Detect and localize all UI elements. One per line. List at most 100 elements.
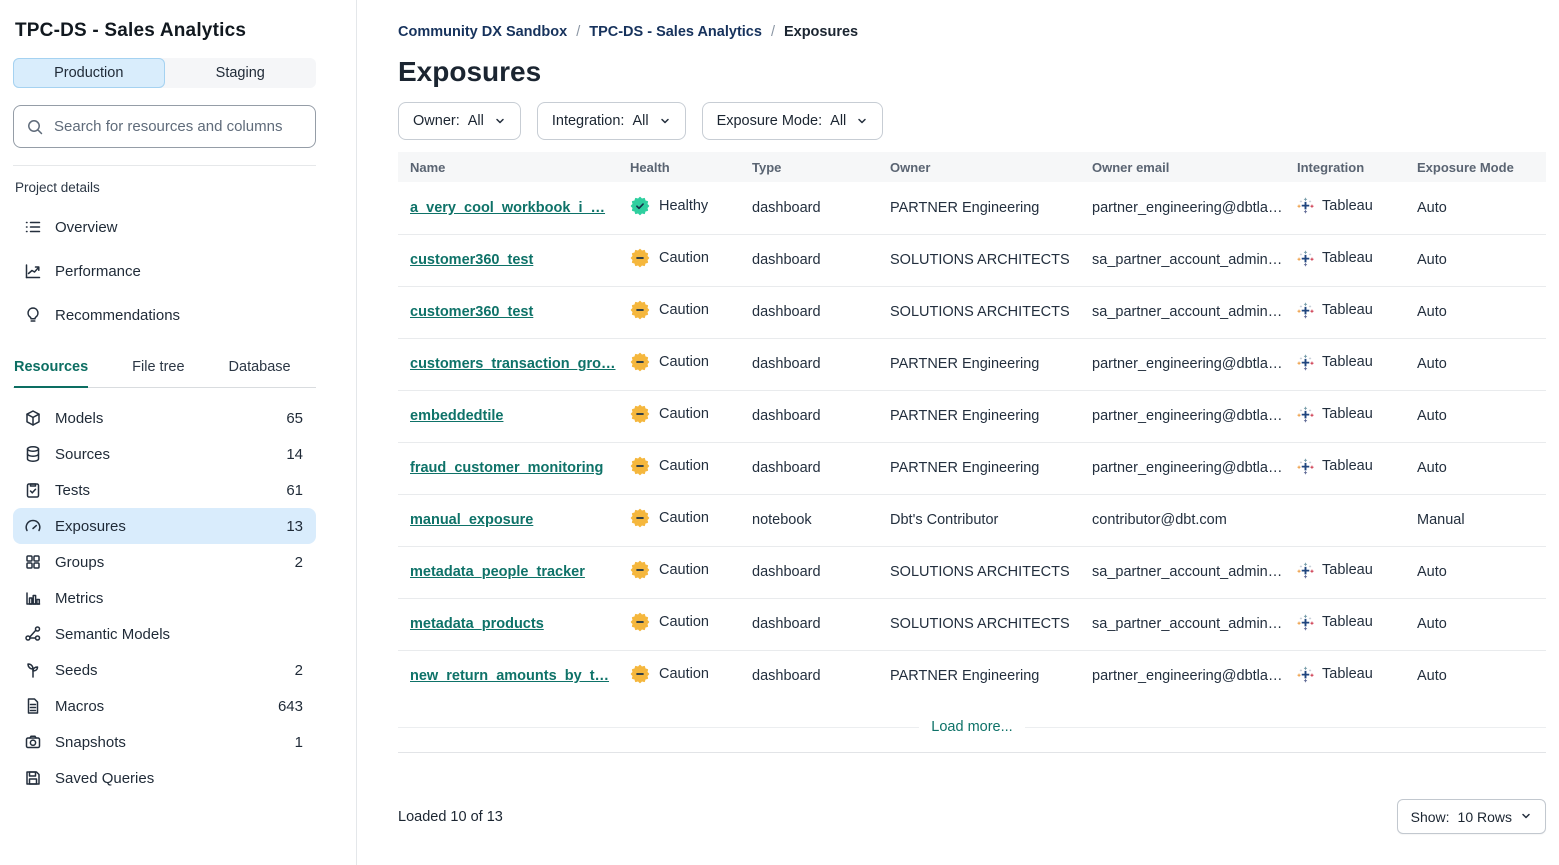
models-icon <box>24 409 42 427</box>
exposure-mode-cell: Auto <box>1405 597 1546 650</box>
exposure-name-link[interactable]: new_return_amounts_by_t… <box>410 668 610 685</box>
sidebar-item-snapshots[interactable]: Snapshots 1 <box>13 724 316 760</box>
owner-cell: PARTNER Engineering <box>890 199 1040 216</box>
exposure-name-link[interactable]: metadata_products <box>410 616 544 632</box>
column-header-owner: Owner <box>878 152 1080 182</box>
sidebar-item-label: Metrics <box>55 589 104 607</box>
sidebar-item-label: Sources <box>55 445 111 463</box>
breadcrumb-separator: / <box>576 24 581 40</box>
sidebar-item-label: Macros <box>55 697 105 715</box>
integration-label: Tableau <box>1322 458 1373 474</box>
load-more-link[interactable]: Load more... <box>931 719 1013 735</box>
owner-cell: SOLUTIONS ARCHITECTS <box>878 545 1080 598</box>
sidebar-item-models[interactable]: Models 65 <box>13 400 316 436</box>
page-title: Exposures <box>398 56 542 87</box>
sidebar-item-seeds[interactable]: Seeds 2 <box>13 652 316 688</box>
filter-bar: Owner: All Integration: All Exposure Mod… <box>398 102 1546 140</box>
healthy-icon <box>630 196 650 215</box>
health-label: Caution <box>659 666 709 683</box>
caution-icon <box>630 560 650 580</box>
integration-label: Tableau <box>1322 562 1373 578</box>
owner-filter-dropdown[interactable]: Owner: All <box>398 102 521 140</box>
caution-icon <box>630 612 650 632</box>
sidebar-item-saved-queries[interactable]: Saved Queries <box>13 760 316 796</box>
sidebar-item-label: Snapshots <box>55 733 126 751</box>
tableau-icon <box>1297 562 1314 578</box>
breadcrumb-current: Exposures <box>783 24 859 40</box>
resource-view-tabs: Resources File tree Database <box>13 359 316 388</box>
sidebar-item-exposures[interactable]: Exposures 13 <box>13 508 316 544</box>
show-label: Show: <box>1410 808 1450 825</box>
caution-icon <box>630 508 650 528</box>
exposure-name-link[interactable]: customer360_test <box>410 304 534 320</box>
exposure-name-link[interactable]: metadata_people_tracker <box>410 564 585 580</box>
resource-count: 13 <box>286 517 303 535</box>
tab-staging[interactable]: Staging <box>215 65 265 81</box>
exposure-mode-cell: Auto <box>1405 545 1546 598</box>
sidebar-item-sources[interactable]: Sources 14 <box>13 436 316 472</box>
tab-database[interactable]: Database <box>228 359 291 375</box>
exposure-name-link[interactable]: a_very_cool_workbook_i_… <box>410 199 606 216</box>
search-box[interactable] <box>13 105 316 148</box>
sidebar-item-label: Overview <box>55 218 118 236</box>
column-header-name: Name <box>398 152 618 182</box>
table-row: metadata_products Caution dashboard SOLUTIO… <box>398 597 1546 650</box>
sidebar-item-tests[interactable]: Tests 61 <box>13 472 316 508</box>
exposure-mode-filter-dropdown[interactable]: Exposure Mode: All <box>701 102 884 140</box>
caution-icon <box>630 456 650 476</box>
sidebar-item-metrics[interactable]: Metrics <box>13 580 316 616</box>
breadcrumb-account[interactable]: Community DX Sandbox <box>398 24 568 40</box>
exposure-name-link[interactable]: manual_exposure <box>410 512 534 528</box>
loaded-status: Loaded 10 of 13 <box>398 808 503 825</box>
exposure-name-link[interactable]: customers_transaction_gro… <box>410 356 616 372</box>
type-cell: dashboard <box>740 233 878 286</box>
sidebar-item-semantic-models[interactable]: Semantic Models <box>13 616 316 652</box>
tableau-icon <box>1297 302 1314 318</box>
health-label: Caution <box>659 354 709 370</box>
integration-label: Tableau <box>1322 614 1373 630</box>
integration-label: Tableau <box>1322 250 1373 266</box>
health-label: Caution <box>659 562 709 578</box>
integration-label: Tableau <box>1322 354 1373 370</box>
type-cell: notebook <box>740 493 878 546</box>
integration-label: Tableau <box>1322 197 1373 214</box>
load-more-row: Load more... <box>398 702 1547 752</box>
exposure-mode-cell: Auto <box>1405 441 1546 494</box>
column-header-health: Health <box>618 152 740 182</box>
owner-cell: PARTNER Engineering <box>878 649 1080 702</box>
sidebar-item-macros[interactable]: Macros 643 <box>13 688 316 724</box>
health-label: Caution <box>659 302 709 318</box>
owner-email-cell: partner_engineering@dbtla… <box>1092 199 1283 216</box>
table-row: manual_exposure Caution notebook Dbt's Cont… <box>398 493 1546 546</box>
owner-email-cell: partner_engineering@dbtla… <box>1080 337 1285 390</box>
exposure-name-link[interactable]: fraud_customer_monitoring <box>410 460 604 476</box>
health-label: Caution <box>659 510 709 526</box>
integration-filter-dropdown[interactable]: Integration: All <box>536 102 686 140</box>
breadcrumb-separator: / <box>770 24 775 40</box>
show-rows-dropdown[interactable]: Show: 10 Rows <box>1396 799 1546 834</box>
exposure-mode-cell: Auto <box>1405 337 1546 390</box>
table-row: customer360_test Caution dashboard SOLUTION… <box>398 233 1546 286</box>
exposures-table: Name Health Type Owner Owner email Integ… <box>398 152 1546 702</box>
sidebar-item-label: Seeds <box>55 661 98 679</box>
sidebar-item-label: Recommendations <box>55 306 181 324</box>
sidebar-item-performance[interactable]: Performance <box>13 249 316 293</box>
exposure-name-link[interactable]: customer360_test <box>410 252 534 268</box>
type-cell: dashboard <box>740 389 878 442</box>
project-title: TPC-DS - Sales Analytics <box>15 20 247 41</box>
snapshots-icon <box>24 733 42 751</box>
sources-icon <box>24 445 42 463</box>
sidebar-item-groups[interactable]: Groups 2 <box>13 544 316 580</box>
type-cell: dashboard <box>740 597 878 650</box>
owner-cell: SOLUTIONS ARCHITECTS <box>878 285 1080 338</box>
exposure-name-link[interactable]: embeddedtile <box>410 408 504 424</box>
tab-production[interactable]: Production <box>13 58 165 88</box>
breadcrumb-project[interactable]: TPC-DS - Sales Analytics <box>589 24 762 40</box>
exposure-mode-cell: Auto <box>1405 389 1546 442</box>
search-input[interactable] <box>54 118 303 135</box>
tab-file-tree[interactable]: File tree <box>132 359 185 375</box>
tab-resources[interactable]: Resources <box>14 359 89 388</box>
sidebar-item-overview[interactable]: Overview <box>13 205 316 249</box>
sidebar-item-recommendations[interactable]: Recommendations <box>13 293 316 337</box>
